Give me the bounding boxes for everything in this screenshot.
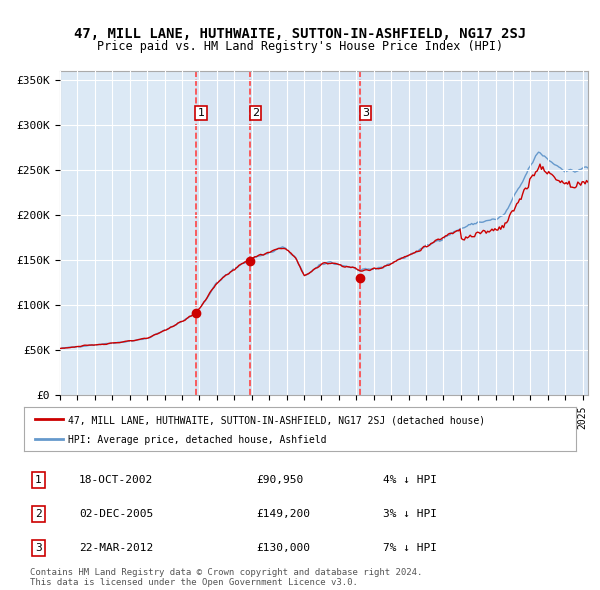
Bar (250, 71, 360, 395)
Text: 3: 3 (35, 543, 42, 553)
Text: 18-OCT-2002: 18-OCT-2002 (79, 475, 154, 485)
Text: £130,000: £130,000 (256, 543, 310, 553)
Text: Price paid vs. HM Land Registry's House Price Index (HPI): Price paid vs. HM Land Registry's House … (97, 40, 503, 53)
Text: 1: 1 (35, 475, 42, 485)
Text: 2: 2 (252, 108, 259, 118)
Text: £90,950: £90,950 (256, 475, 303, 485)
Text: £149,200: £149,200 (256, 509, 310, 519)
Text: 1: 1 (197, 108, 205, 118)
Text: 4% ↓ HPI: 4% ↓ HPI (383, 475, 437, 485)
Text: 3% ↓ HPI: 3% ↓ HPI (383, 509, 437, 519)
Text: 7% ↓ HPI: 7% ↓ HPI (383, 543, 437, 553)
Text: 02-DEC-2005: 02-DEC-2005 (79, 509, 154, 519)
Bar (196, 71, 250, 395)
Text: 22-MAR-2012: 22-MAR-2012 (79, 543, 154, 553)
Text: 47, MILL LANE, HUTHWAITE, SUTTON-IN-ASHFIELD, NG17 2SJ: 47, MILL LANE, HUTHWAITE, SUTTON-IN-ASHF… (74, 27, 526, 41)
Text: 2: 2 (35, 509, 42, 519)
Text: HPI: Average price, detached house, Ashfield: HPI: Average price, detached house, Ashf… (68, 435, 326, 445)
Text: 47, MILL LANE, HUTHWAITE, SUTTON-IN-ASHFIELD, NG17 2SJ (detached house): 47, MILL LANE, HUTHWAITE, SUTTON-IN-ASHF… (68, 415, 485, 425)
Text: 3: 3 (362, 108, 369, 118)
Text: Contains HM Land Registry data © Crown copyright and database right 2024.
This d: Contains HM Land Registry data © Crown c… (30, 568, 422, 587)
Bar (360, 71, 588, 395)
